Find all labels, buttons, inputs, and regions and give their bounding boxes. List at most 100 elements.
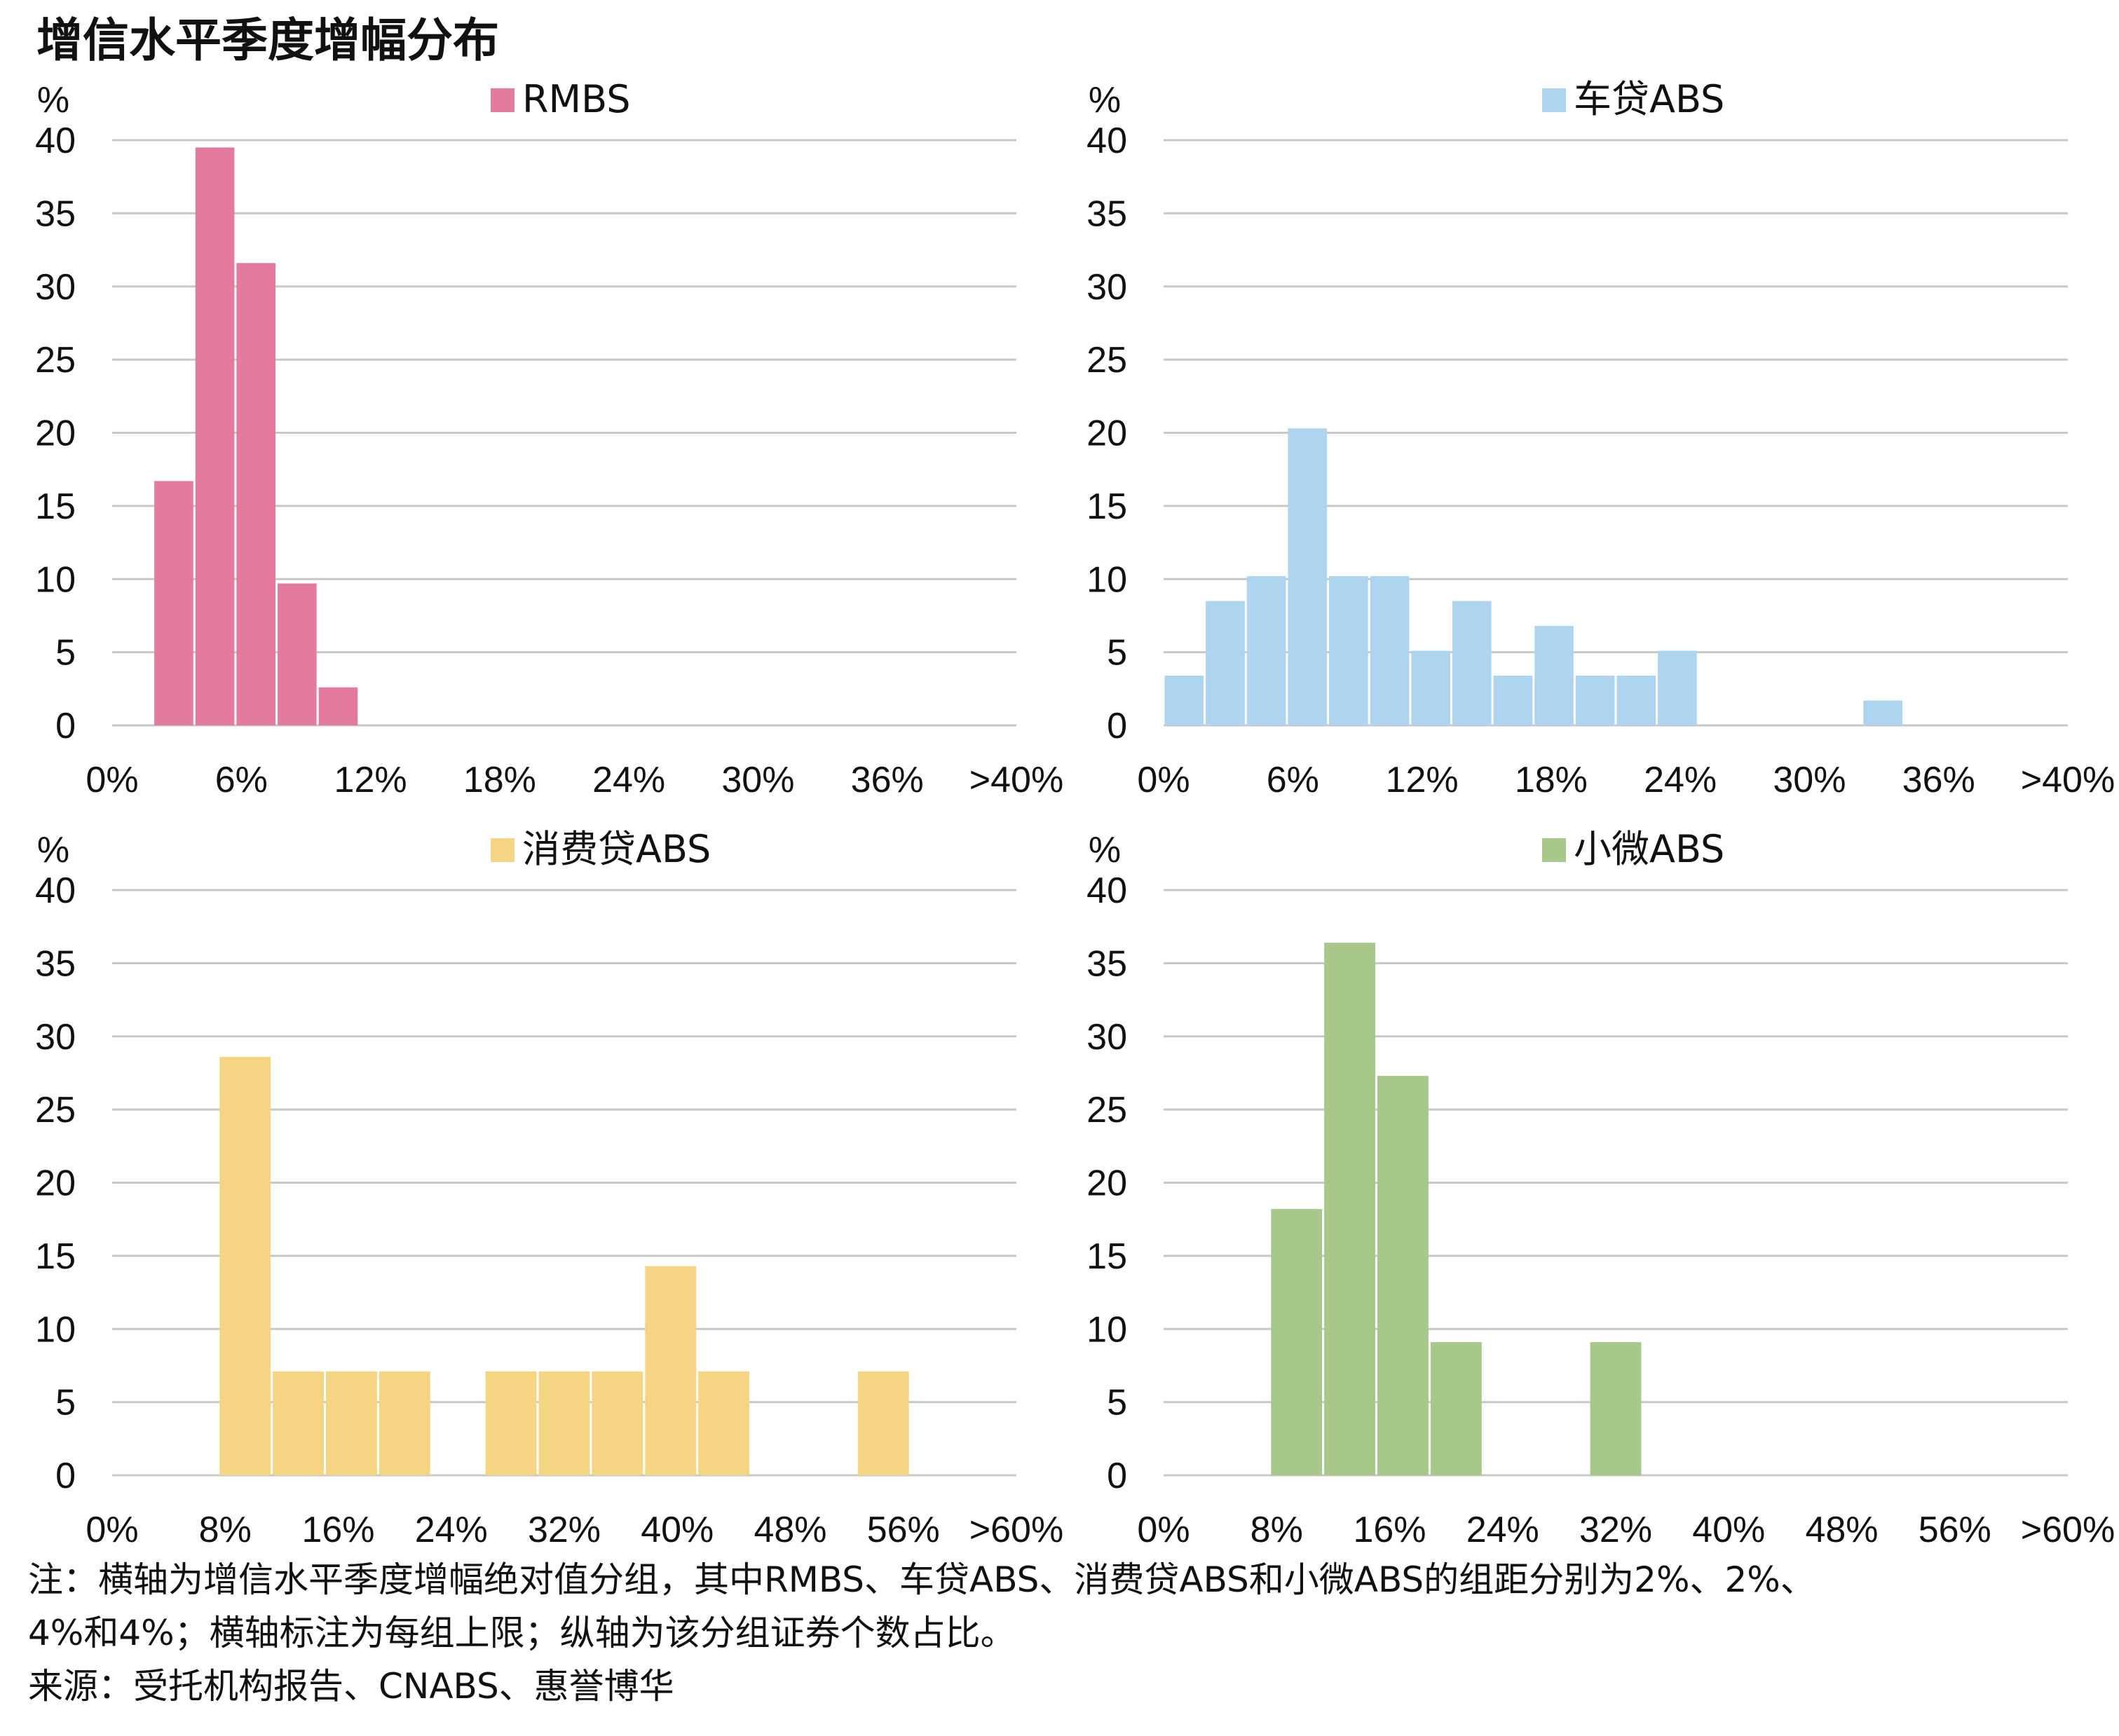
bar	[1206, 601, 1245, 725]
y-tick-label: 0	[55, 1456, 76, 1496]
consumer-loan-abs-chart: 0 5 10 15 20 25 30 35 40% 0% 8% 16% 24% 32% 40% 48% 56% >…	[35, 827, 1063, 1550]
x-tick-label: 8%	[1251, 1510, 1303, 1550]
x-tick-label: 24%	[1644, 760, 1717, 800]
y-tick-label: 10	[35, 1309, 76, 1350]
y-tick-label: 30	[35, 1017, 76, 1058]
x-tick-label: 24%	[415, 1510, 488, 1550]
bar	[1534, 626, 1574, 725]
y-tick-label: 40	[35, 870, 76, 911]
x-tick-label: 16%	[301, 1510, 374, 1550]
x-tick-label: 0%	[1137, 760, 1190, 800]
bar	[1288, 428, 1328, 725]
bar	[1370, 576, 1410, 725]
bar	[1658, 650, 1697, 725]
x-tick-label: >40%	[2021, 760, 2115, 800]
legend-label: 车贷ABS	[1574, 77, 1724, 121]
x-tick-label: 12%	[1386, 760, 1459, 800]
x-tick-label: 24%	[1466, 1510, 1539, 1550]
y-unit-label: %	[37, 80, 69, 121]
rmbs-chart: 0 5 10 15 20 25 30 35 40% 0% 6% 12% 18% 24% 30% 36% >40%…	[35, 77, 1063, 800]
x-tick-label: 32%	[528, 1510, 601, 1550]
x-tick-label: 18%	[1515, 760, 1588, 800]
y-tick-label: 30	[35, 267, 76, 308]
bar	[538, 1371, 590, 1475]
bar	[1452, 601, 1492, 725]
y-tick-label: 10	[1086, 1309, 1127, 1350]
y-tick-label: 5	[1107, 633, 1127, 674]
y-tick-label: 5	[55, 1383, 76, 1423]
y-unit-label: %	[1089, 830, 1121, 870]
bar	[1329, 576, 1368, 725]
note-line-2: 4%和4%；横轴标注为每组上限；纵轴为该分组证券个数占比。	[28, 1613, 1016, 1653]
y-unit-label: %	[37, 830, 69, 870]
y-tick-label: 0	[1107, 706, 1127, 746]
bar	[379, 1371, 430, 1475]
y-tick-label: 0	[1107, 1456, 1127, 1496]
y-tick-label: 35	[1086, 193, 1127, 234]
x-tick-label: 36%	[851, 760, 924, 800]
x-tick-label: >40%	[969, 760, 1063, 800]
bar	[1590, 1342, 1642, 1475]
auto-loan-abs-chart: 0 5 10 15 20 25 30 35 40% 0% 6% 12% 18% 24% 30% 36% >40%…	[1086, 77, 2115, 800]
bar	[236, 263, 276, 726]
x-tick-label: 0%	[86, 760, 138, 800]
bar	[326, 1371, 377, 1475]
bar	[154, 481, 193, 725]
x-tick-label: 36%	[1902, 760, 1975, 800]
x-tick-label: 30%	[1773, 760, 1846, 800]
y-tick-label: 20	[1086, 1163, 1127, 1204]
legend-swatch	[1542, 88, 1566, 112]
x-tick-label: 12%	[334, 760, 407, 800]
y-tick-label: 20	[35, 414, 76, 454]
bar	[1246, 576, 1286, 725]
bar	[318, 687, 358, 725]
bar	[273, 1371, 325, 1475]
y-unit-label: %	[1089, 80, 1121, 121]
y-tick-label: 15	[1086, 1236, 1127, 1277]
bar	[219, 1056, 271, 1475]
y-tick-label: 15	[1086, 486, 1127, 527]
note-line-1: 注：横轴为增信水平季度增幅绝对值分组，其中RMBS、车贷ABS、消费贷ABS和小…	[28, 1559, 1815, 1600]
y-tick-label: 25	[35, 340, 76, 381]
y-tick-label: 10	[1086, 559, 1127, 600]
y-tick-label: 40	[35, 121, 76, 161]
legend-swatch	[1542, 838, 1566, 862]
bar	[1616, 676, 1656, 725]
x-tick-label: 56%	[1919, 1510, 1991, 1550]
bar	[1863, 700, 1902, 725]
x-tick-label: 6%	[215, 760, 268, 800]
bar	[645, 1266, 697, 1475]
y-tick-label: 25	[1086, 340, 1127, 381]
source-note: 来源：受托机构报告、CNABS、惠誉博华	[28, 1666, 674, 1707]
bar	[1411, 650, 1450, 725]
bar	[1493, 676, 1533, 725]
bar	[1164, 676, 1204, 725]
x-tick-label: 6%	[1267, 760, 1319, 800]
sme-abs-chart: 0 5 10 15 20 25 30 35 40% 0% 8% 16% 24% 32% 40% 48% 56% >…	[1086, 827, 2115, 1550]
y-tick-label: 20	[1086, 414, 1127, 454]
bar	[278, 583, 317, 725]
y-tick-label: 40	[1086, 121, 1127, 161]
bar	[857, 1371, 909, 1475]
x-tick-label: 8%	[199, 1510, 252, 1550]
x-tick-label: 0%	[1137, 1510, 1190, 1550]
x-tick-label: 48%	[1805, 1510, 1878, 1550]
y-tick-label: 20	[35, 1163, 76, 1204]
y-tick-label: 25	[1086, 1090, 1127, 1130]
y-tick-label: 10	[35, 559, 76, 600]
y-tick-label: 30	[1086, 267, 1127, 308]
bar	[195, 147, 235, 725]
bar	[1377, 1076, 1429, 1475]
y-tick-label: 35	[35, 943, 76, 984]
bar	[1271, 1209, 1323, 1475]
legend-label: 小微ABS	[1574, 827, 1724, 871]
y-tick-label: 5	[55, 633, 76, 674]
bar	[1575, 676, 1615, 725]
x-tick-label: 0%	[86, 1510, 138, 1550]
bar	[1324, 943, 1376, 1475]
x-tick-label: 40%	[1692, 1510, 1765, 1550]
x-tick-label: 32%	[1579, 1510, 1652, 1550]
y-tick-label: 35	[35, 193, 76, 234]
y-tick-label: 40	[1086, 870, 1127, 911]
bar	[592, 1371, 643, 1475]
